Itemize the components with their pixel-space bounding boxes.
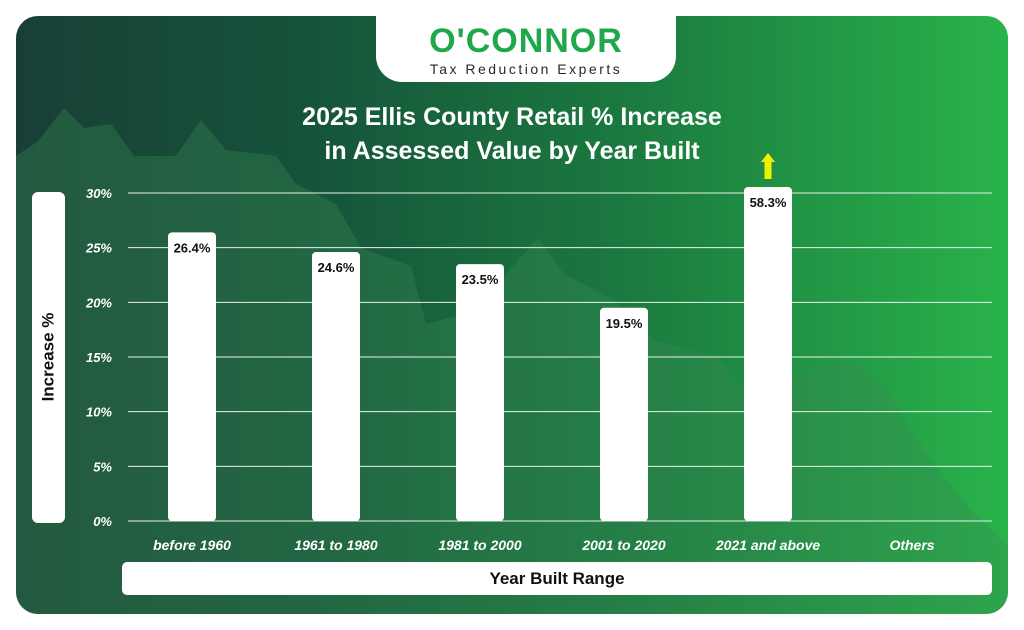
category-label-layer: before 1960 1961 to 1980 1981 to 2000 2001 … <box>153 537 935 553</box>
bar <box>744 187 792 521</box>
x-category-label: before 1960 <box>153 537 231 553</box>
y-tick-layer: 0% 5% 10% 15% 20% 25% 30% <box>85 186 112 529</box>
bar-value-label: 19.5% <box>606 316 643 331</box>
overflow-arrow-icon <box>761 153 775 179</box>
bar <box>312 252 360 522</box>
y-axis-label-panel <box>32 192 65 523</box>
x-category-label: Others <box>889 537 934 553</box>
bar <box>168 232 216 522</box>
logo-tagline: Tax Reduction Experts <box>429 61 623 77</box>
logo-tab: O'CONNOR Tax Reduction Experts <box>376 16 676 82</box>
bar-layer: 26.4% 24.6% 23.5% 19.5% 58.3% <box>168 153 792 522</box>
x-category-label: 2021 and above <box>715 537 820 553</box>
bar-value-label: 23.5% <box>462 272 499 287</box>
x-axis-label-panel: Year Built Range <box>122 562 992 595</box>
chart-title-line-1: 2025 Ellis County Retail % Increase <box>302 103 722 131</box>
x-category-label: 2001 to 2020 <box>581 537 665 553</box>
bar <box>456 264 504 521</box>
y-tick-label: 0% <box>93 514 112 529</box>
x-category-label: 1961 to 1980 <box>294 537 377 553</box>
y-tick-label: 20% <box>85 295 112 310</box>
y-tick-label: 25% <box>85 241 112 256</box>
logo-wordmark: O'CONNOR <box>429 22 623 60</box>
y-tick-label: 10% <box>86 405 112 420</box>
chart-title-line-2: in Assessed Value by Year Built <box>324 137 700 165</box>
y-tick-label: 15% <box>86 350 112 365</box>
bar-value-label: 26.4% <box>174 240 211 255</box>
bar-value-label: 24.6% <box>318 260 355 275</box>
y-tick-label: 30% <box>86 186 112 201</box>
y-tick-label: 5% <box>93 459 112 474</box>
bar-chart: 0% 5% 10% 15% 20% 25% 30% 26.4% 24.6% 23.5% 19.5%… <box>85 153 992 553</box>
chart-card: O'CONNOR Tax Reduction Experts 2025 Elli… <box>16 16 1008 614</box>
bar-value-label: 58.3% <box>750 195 787 210</box>
chart-title: 2025 Ellis County Retail % Increase in A… <box>216 100 808 168</box>
x-axis-label: Year Built Range <box>489 568 625 588</box>
grid-layer <box>128 192 992 522</box>
x-category-label: 1981 to 2000 <box>438 537 521 553</box>
bar <box>600 307 648 521</box>
